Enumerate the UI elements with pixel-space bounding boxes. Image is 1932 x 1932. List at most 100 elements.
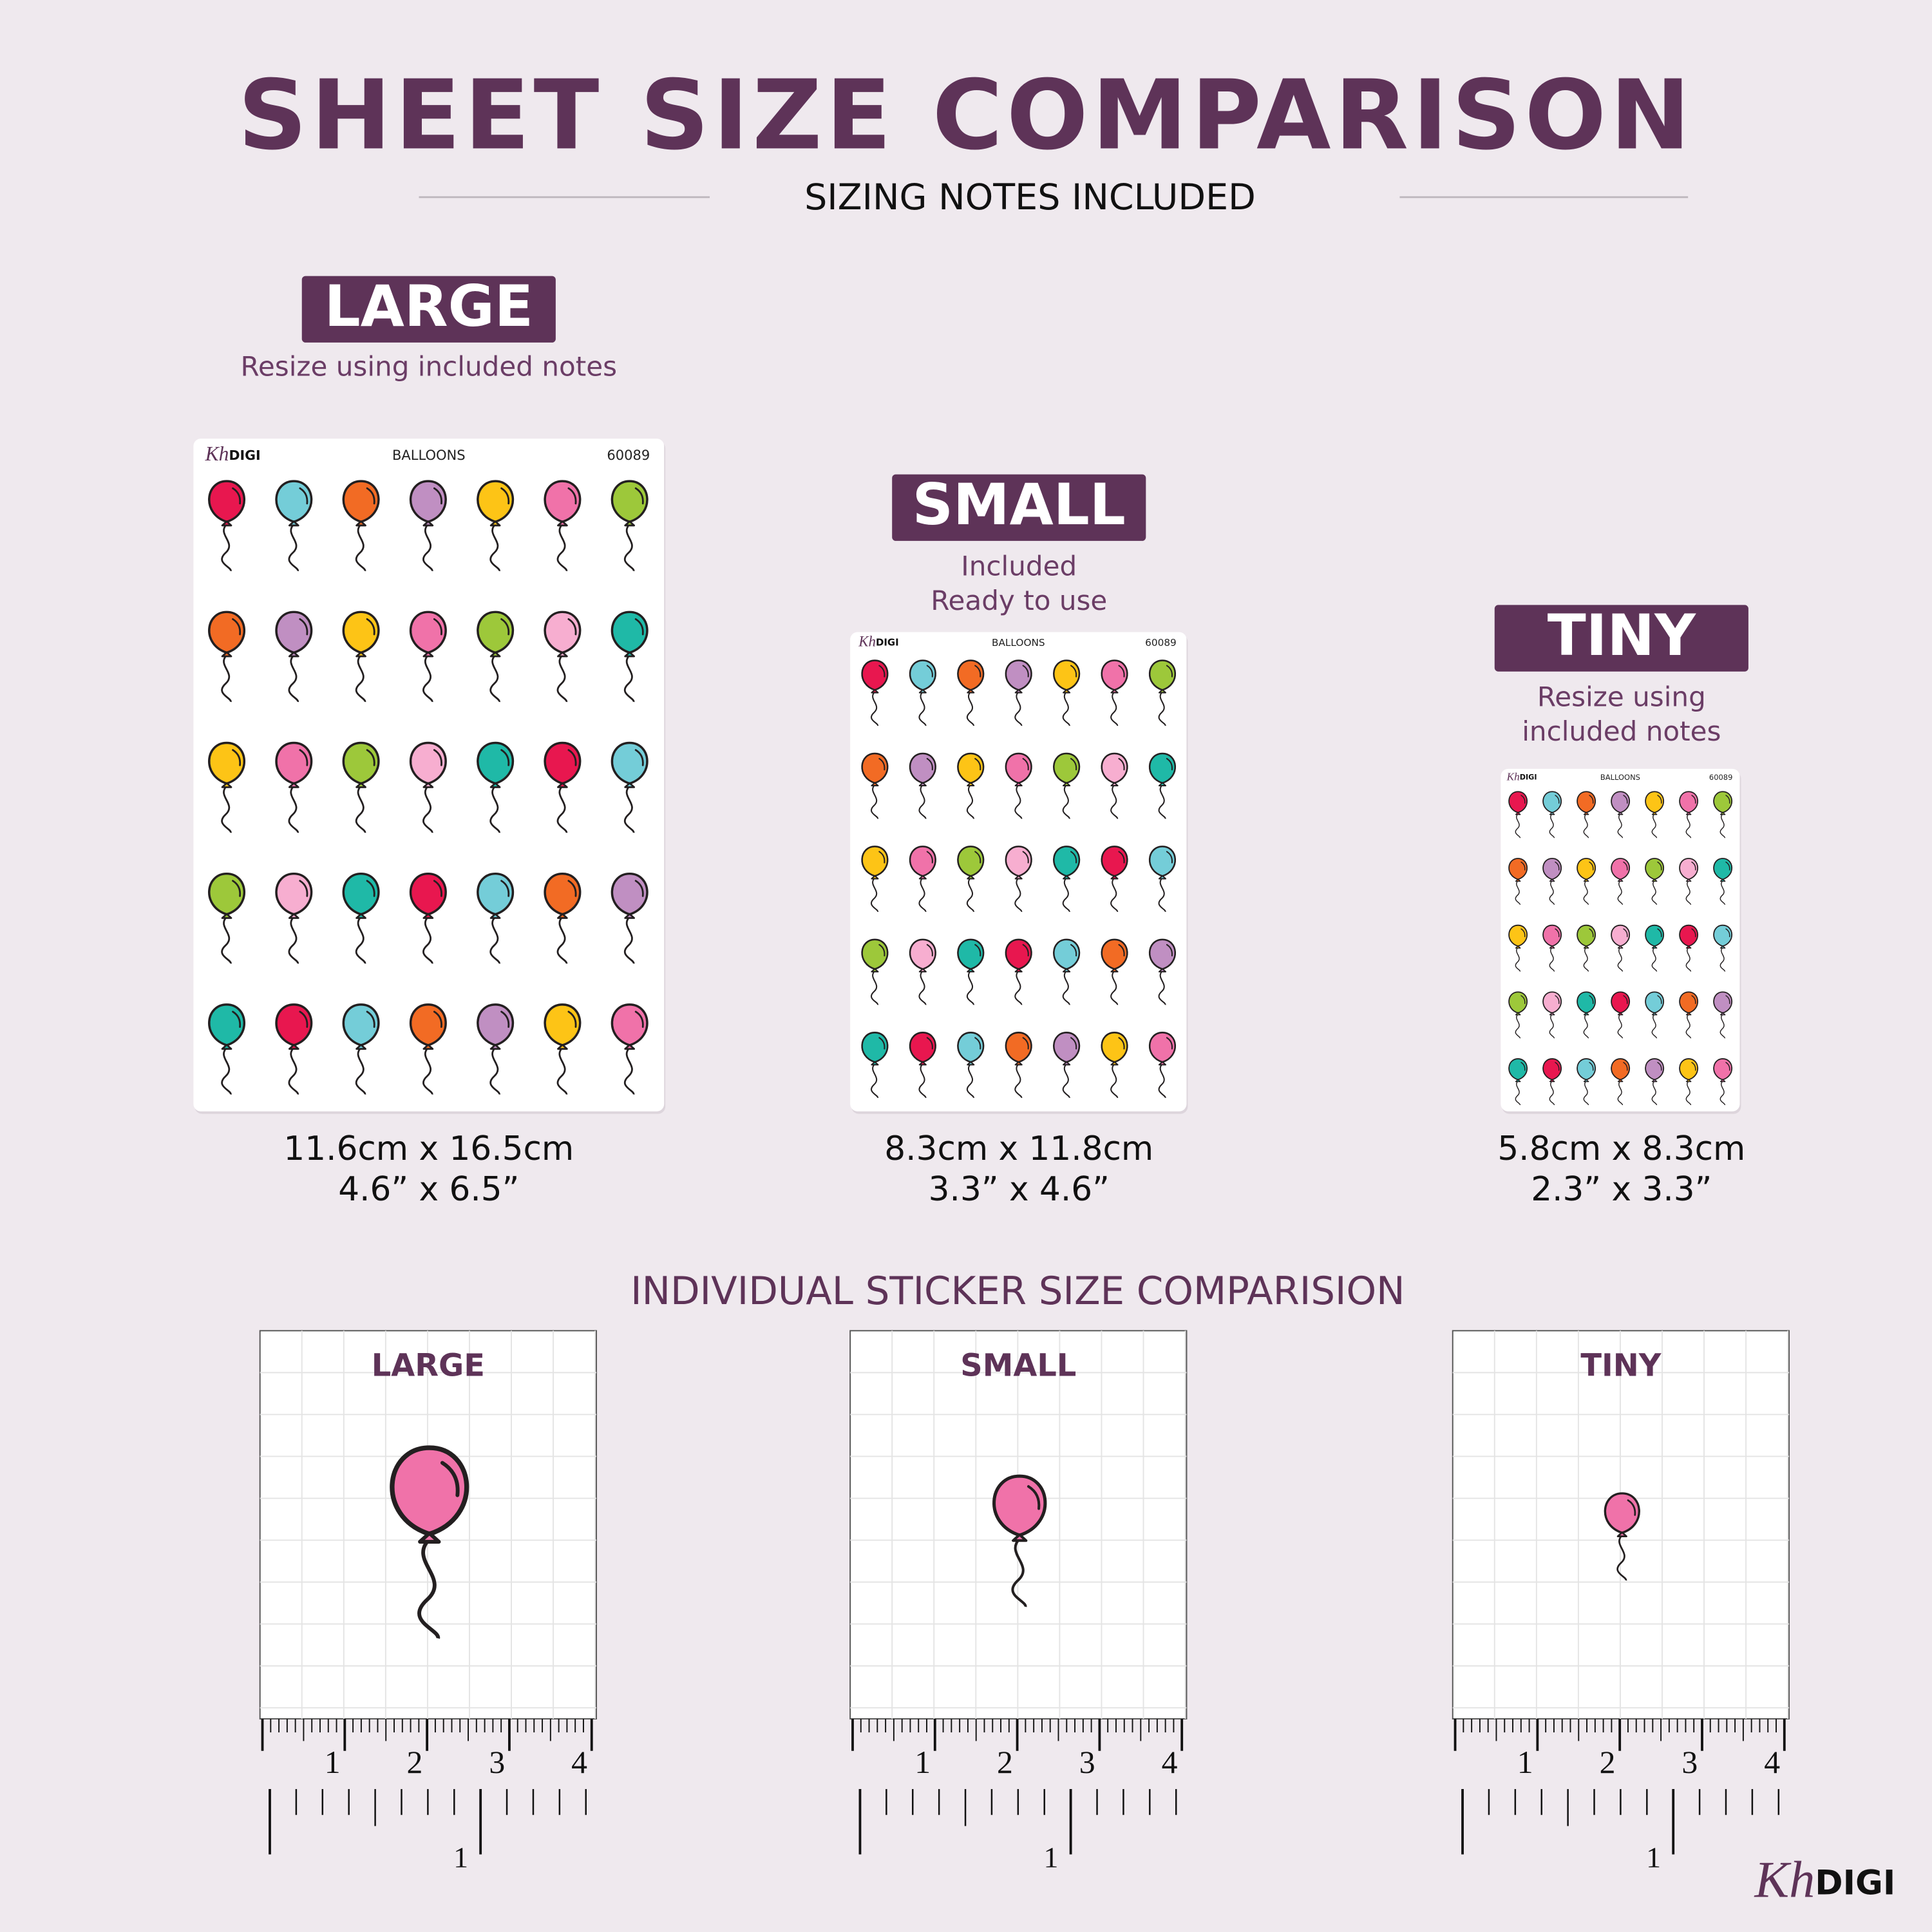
balloon-knot [1719, 1012, 1726, 1016]
balloon-string [422, 1046, 433, 1095]
balloon-string [1651, 947, 1658, 972]
balloon-highlight [878, 943, 886, 957]
balloon [1101, 752, 1128, 819]
balloon-string [1719, 813, 1726, 838]
balloon-highlight [1627, 1499, 1636, 1516]
sheet-code: 60089 [607, 447, 650, 463]
balloon-highlight [299, 487, 308, 505]
balloon-string [1515, 947, 1521, 972]
balloon [1148, 752, 1177, 819]
balloon-knot [1685, 1012, 1692, 1016]
balloon [208, 480, 246, 571]
balloon-knot [624, 782, 636, 788]
balloon [861, 752, 889, 819]
logo: KhDIGI [858, 634, 898, 650]
balloon-knot [489, 1044, 501, 1050]
balloon [1508, 791, 1528, 838]
balloon [1713, 1058, 1733, 1106]
balloon-highlight [1070, 665, 1077, 677]
balloon-highlight [1555, 1062, 1560, 1071]
balloon-string [1583, 947, 1589, 972]
balloon-string [1685, 1014, 1692, 1039]
balloon-highlight [1166, 757, 1173, 771]
balloon-knot [967, 782, 975, 787]
balloon-knot [1617, 1012, 1624, 1016]
balloon [1148, 659, 1177, 726]
balloon-highlight [1589, 995, 1594, 1004]
balloon-highlight [433, 1010, 442, 1028]
balloon-knot [1158, 782, 1167, 787]
balloon [1053, 938, 1081, 1005]
balloon-string [1062, 691, 1070, 726]
balloon-string [489, 524, 500, 571]
logo-script: Kh [1506, 770, 1520, 782]
balloon-string [221, 524, 232, 571]
balloon-knot [1685, 878, 1692, 882]
balloon-highlight [1657, 995, 1662, 1004]
balloon-highlight [500, 487, 510, 505]
balloon-string [556, 916, 568, 964]
balloon [1101, 846, 1128, 913]
balloon-highlight [1657, 1062, 1662, 1071]
balloon-highlight [232, 487, 242, 505]
balloon-highlight [1520, 995, 1526, 1004]
balloon-knot [918, 782, 927, 787]
balloon-knot [1583, 811, 1589, 815]
balloon [409, 611, 447, 703]
balloon [544, 611, 582, 703]
balloon [1542, 991, 1562, 1039]
balloon [1508, 991, 1528, 1039]
balloon-highlight [1623, 928, 1628, 938]
balloon-knot [221, 782, 232, 788]
ruler-number: 2 [407, 1745, 423, 1780]
size-inch: 2.3” x 3.3” [1531, 1170, 1712, 1209]
balloon-highlight [232, 618, 242, 636]
balloon-string [1719, 880, 1726, 905]
balloon-string [1549, 813, 1555, 838]
balloon [544, 480, 582, 571]
balloon [1148, 1032, 1177, 1099]
balloon-knot [1014, 782, 1023, 787]
balloon [409, 1003, 447, 1095]
balloon-string [489, 916, 500, 964]
balloon-highlight [1022, 665, 1029, 677]
balloon-knot [871, 875, 879, 880]
title: SHEET SIZE COMPARISON [238, 59, 1694, 171]
balloon-highlight [1070, 757, 1077, 771]
balloon-highlight [433, 618, 442, 636]
balloon-string [422, 916, 433, 964]
balloon-string [1110, 970, 1119, 1005]
size-note: Ready to use [931, 585, 1107, 616]
balloon-string [623, 524, 635, 571]
balloon-string [966, 784, 974, 819]
balloon-string [288, 654, 299, 703]
balloon-string [422, 785, 433, 833]
balloon-knot [1515, 1012, 1521, 1016]
balloon-string [1110, 691, 1119, 726]
balloon [909, 938, 936, 1005]
balloon-highlight [366, 487, 375, 505]
balloon-string [1549, 1081, 1555, 1106]
balloon-knot [1012, 1533, 1028, 1542]
balloon-knot [1685, 945, 1692, 949]
balloon-highlight [1118, 1037, 1125, 1050]
balloon-string [1583, 813, 1589, 838]
balloon-highlight [926, 1037, 933, 1050]
balloon-highlight [1166, 1037, 1173, 1050]
balloon-knot [1063, 875, 1071, 880]
balloon-string [1062, 970, 1070, 1005]
balloon-knot [1063, 968, 1071, 972]
balloon-knot [1583, 878, 1589, 882]
balloon-knot [422, 1044, 434, 1050]
balloon-highlight [1691, 795, 1696, 804]
balloon [1577, 924, 1596, 972]
balloon [611, 611, 649, 703]
balloon-knot [918, 688, 927, 694]
balloon-highlight [232, 749, 242, 766]
balloon-knot [1617, 878, 1624, 882]
balloon-string [1617, 1014, 1624, 1039]
balloon-knot [1651, 878, 1658, 882]
balloon-highlight [433, 880, 442, 897]
sheet-code: 60089 [1709, 773, 1732, 782]
